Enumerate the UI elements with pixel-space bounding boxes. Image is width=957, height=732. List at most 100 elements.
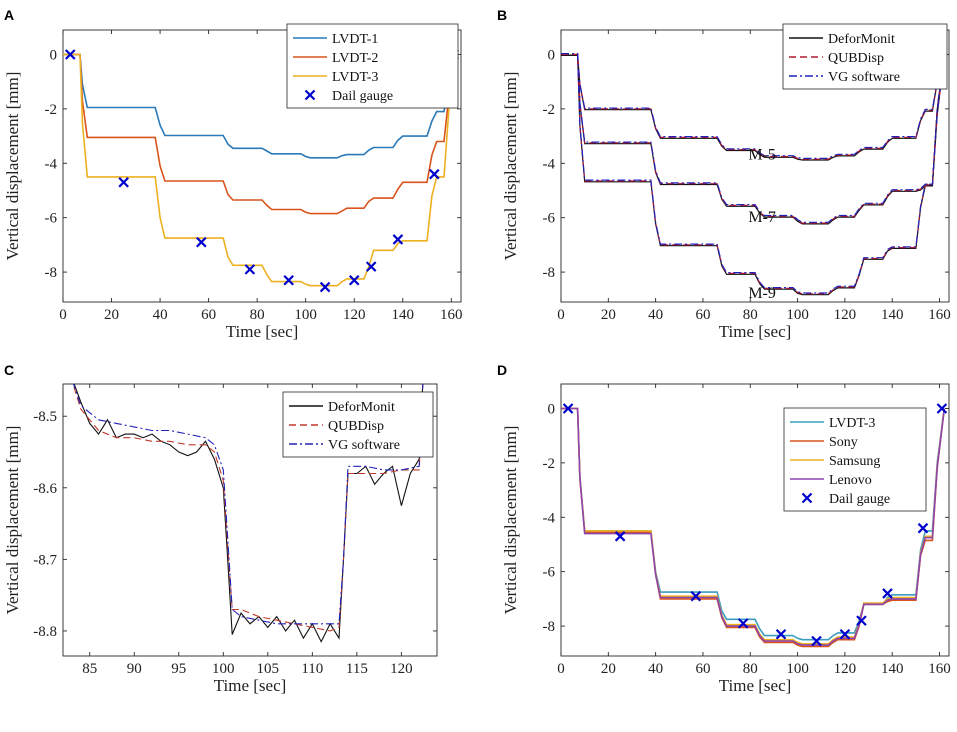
x-tick-label: 100 xyxy=(294,307,317,323)
legend: LVDT-3 Sony Samsung Lenovo Dail gauge xyxy=(783,407,927,512)
panel-d: D 0 20 40 60 80 100 120 140 160 0 -2 -4 -6 -8 Time [sec… xyxy=(497,362,951,695)
x-tick-label: 110 xyxy=(301,661,323,677)
x-tick-label: 140 xyxy=(881,307,904,323)
y-tick-label: -8 xyxy=(543,265,556,281)
legend-item: Sony xyxy=(790,435,858,450)
legend-label: LVDT-2 xyxy=(332,51,378,66)
axes-frame xyxy=(62,383,438,657)
y-axis-label: Vertical displacement [mm] xyxy=(3,72,22,261)
x-tick-label: 60 xyxy=(695,307,710,323)
panel-a: A 0 20 40 60 80 100 120 140 160 0 -2 -4 -6 -8 Time [sec… xyxy=(3,7,463,341)
curve-annotation: M-7 xyxy=(748,209,776,226)
legend-box xyxy=(782,23,948,90)
data-point-marker xyxy=(882,588,893,599)
x-tick-label: 40 xyxy=(153,307,168,323)
x-tick-label: 90 xyxy=(127,661,142,677)
x-tick-label: 120 xyxy=(343,307,366,323)
data-point-marker xyxy=(839,628,851,640)
legend-item: VG software xyxy=(289,438,400,453)
legend-item: Samsung xyxy=(790,454,880,469)
data-point-marker xyxy=(392,234,404,245)
data-point-marker xyxy=(917,522,929,534)
legend-item: QUBDisp xyxy=(789,51,884,66)
data-point-marker xyxy=(319,281,331,293)
legend-label: QUBDisp xyxy=(828,51,884,66)
series-line-m-9-deformonit xyxy=(561,54,945,296)
data-point-marker xyxy=(775,628,787,640)
x-tick-label: 160 xyxy=(928,307,951,323)
x-tick-label: 60 xyxy=(201,307,216,323)
y-tick-label: -8.8 xyxy=(33,624,57,640)
legend-label: Dail gauge xyxy=(829,492,890,507)
legend-item: Dail gauge xyxy=(801,492,890,507)
x-tick-label: 100 xyxy=(786,661,809,677)
data-point-marker xyxy=(244,264,256,275)
legend-item: DeforMonit xyxy=(289,400,395,415)
legend-item: Dail gauge xyxy=(304,89,393,104)
legend-label: Sony xyxy=(829,435,858,450)
y-tick-label: -8.5 xyxy=(33,409,57,425)
y-tick-label: -2 xyxy=(543,102,556,118)
x-tick-label: 120 xyxy=(834,307,857,323)
data-point-marker xyxy=(614,531,626,542)
data-point-marker xyxy=(562,403,574,414)
x-tick-label: 95 xyxy=(171,661,186,677)
x-tick-label: 80 xyxy=(743,307,758,323)
legend-label: Lenovo xyxy=(829,473,872,488)
data-point-marker xyxy=(118,177,129,188)
series-line-m-5-qubdisp xyxy=(561,53,945,160)
y-tick-label: 0 xyxy=(548,47,556,63)
series-line-lenovo xyxy=(561,407,946,646)
x-tick-label: 140 xyxy=(392,307,415,323)
legend-label: LVDT-3 xyxy=(829,416,875,431)
y-tick-label: -4 xyxy=(45,156,58,172)
panel-label: D xyxy=(497,362,507,378)
y-tick-label: -2 xyxy=(45,102,58,118)
plot-area xyxy=(72,384,424,643)
legend-label: LVDT-1 xyxy=(332,32,378,47)
legend-item: LVDT-3 xyxy=(790,416,875,431)
data-point-marker xyxy=(65,49,76,60)
plot-area xyxy=(63,49,459,293)
x-tick-label: 0 xyxy=(59,307,67,323)
legend-item: QUBDisp xyxy=(289,419,384,434)
axes-frame xyxy=(560,383,950,657)
panel-label: C xyxy=(4,362,14,378)
series-line-m-7-qubdisp xyxy=(561,53,945,224)
series-line-qubdisp xyxy=(72,384,424,632)
x-tick-label: 60 xyxy=(695,661,710,677)
series-line-lvdt-2 xyxy=(63,53,457,215)
x-tick-label: 140 xyxy=(881,661,904,677)
legend-item: LVDT-2 xyxy=(293,51,378,66)
x-tick-label: 160 xyxy=(928,661,951,677)
axes-frame xyxy=(62,29,462,303)
y-tick-label: -2 xyxy=(543,456,556,472)
series-line-lvdt-1 xyxy=(63,53,457,159)
legend-label: QUBDisp xyxy=(328,419,384,434)
series-line-m-9-qubdisp xyxy=(561,53,945,295)
y-tick-label: -6 xyxy=(45,211,58,227)
x-tick-label: 160 xyxy=(440,307,463,323)
y-axis-label: Vertical displacement [mm] xyxy=(501,72,520,261)
series-line-vg-software xyxy=(72,384,424,625)
legend-item: Lenovo xyxy=(790,473,872,488)
x-tick-label: 85 xyxy=(82,661,97,677)
data-point-marker xyxy=(936,403,948,414)
curve-annotation: M-5 xyxy=(748,146,776,163)
series-line-lvdt-3 xyxy=(63,53,457,287)
y-tick-label: 0 xyxy=(50,47,58,63)
panel-b: B 0 20 40 60 80 100 120 140 160 0 -2 -4 -6 -8 Time [sec… xyxy=(497,7,951,341)
data-point-marker xyxy=(365,261,377,272)
data-point-marker xyxy=(283,274,294,286)
x-tick-label: 115 xyxy=(346,661,368,677)
legend-label: VG software xyxy=(328,438,400,453)
x-tick-label: 20 xyxy=(104,307,119,323)
y-tick-label: -4 xyxy=(543,510,556,526)
legend-label: DeforMonit xyxy=(828,32,895,47)
legend-item: VG software xyxy=(789,70,900,85)
x-tick-label: 0 xyxy=(557,661,565,677)
x-tick-label: 120 xyxy=(390,661,413,677)
data-point-marker xyxy=(690,590,702,602)
panel-label: B xyxy=(497,7,507,23)
